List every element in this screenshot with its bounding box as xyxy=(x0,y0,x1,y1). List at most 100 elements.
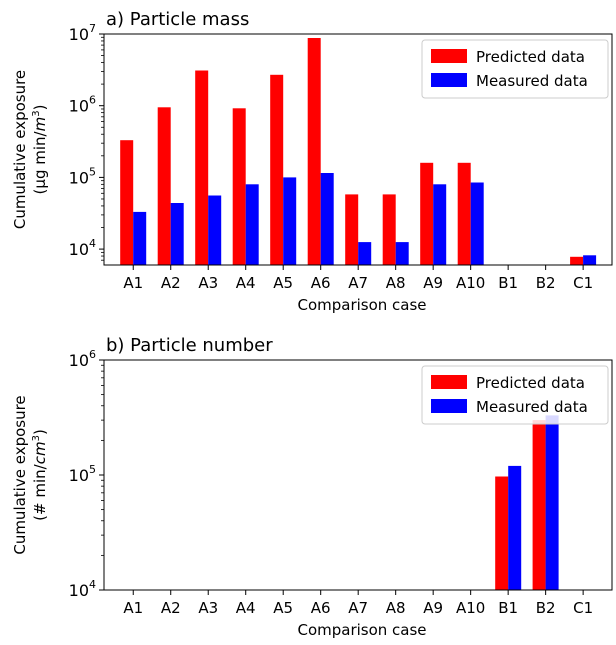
x-tick-label: A10 xyxy=(456,599,485,617)
bar-measured-a3 xyxy=(208,195,222,265)
y-axis-label-line1: Cumulative exposure xyxy=(11,395,29,554)
bar-predicted-a6 xyxy=(307,38,321,265)
bar-predicted-a4 xyxy=(232,108,246,265)
y-axis-label-part: ) xyxy=(31,429,49,435)
x-tick-label: A6 xyxy=(311,599,331,617)
y-tick-exponent: 6 xyxy=(89,348,96,361)
x-tick-label: A2 xyxy=(161,274,181,292)
y-tick-base: 10 xyxy=(69,168,89,187)
x-axis-label: Comparison case xyxy=(297,621,426,639)
bar-measured-a4 xyxy=(245,184,259,265)
y-tick-base: 10 xyxy=(69,25,89,44)
y-tick-label: 105 xyxy=(69,463,96,485)
x-tick-label: A1 xyxy=(123,274,143,292)
y-axis-label-part: m xyxy=(31,117,49,132)
x-tick-label: B1 xyxy=(498,274,518,292)
y-tick-exponent: 6 xyxy=(89,94,96,107)
bar-measured-a8 xyxy=(395,242,409,265)
y-axis-label-line1: Cumulative exposure xyxy=(11,70,29,229)
y-tick-label: 106 xyxy=(69,348,96,370)
y-tick-label: 107 xyxy=(69,22,96,44)
y-tick-exponent: 5 xyxy=(89,165,96,178)
y-tick-exponent: 5 xyxy=(89,463,96,476)
legend-swatch-predicted xyxy=(431,49,467,63)
x-tick-label: A1 xyxy=(123,599,143,617)
x-tick-label: A3 xyxy=(198,274,218,292)
x-tick-label: B2 xyxy=(536,274,556,292)
legend-swatch-predicted xyxy=(431,375,467,389)
x-tick-label: C1 xyxy=(573,599,593,617)
y-tick-label: 104 xyxy=(69,237,96,259)
bar-measured-a10 xyxy=(470,182,484,265)
bar-measured-b1 xyxy=(508,465,522,590)
x-axis-label: Comparison case xyxy=(297,296,426,314)
bar-predicted-a1 xyxy=(120,140,134,265)
legend-swatch-measured xyxy=(431,73,467,87)
y-tick-label: 106 xyxy=(69,94,96,116)
x-tick-label: A5 xyxy=(273,599,293,617)
y-axis-label-line2: (μg min/m3) xyxy=(31,105,49,195)
x-tick-label: A4 xyxy=(236,274,256,292)
legend-label-predicted: Predicted data xyxy=(476,48,585,66)
x-tick-label: A7 xyxy=(348,599,368,617)
legend-box xyxy=(421,365,609,425)
x-tick-label: C1 xyxy=(573,274,593,292)
bar-predicted-a9 xyxy=(420,162,434,265)
y-tick-base: 10 xyxy=(69,466,89,485)
bar-measured-a2 xyxy=(170,203,184,265)
x-tick-label: A9 xyxy=(423,599,443,617)
y-axis-label-part: cm xyxy=(31,441,49,464)
x-tick-label: A5 xyxy=(273,274,293,292)
y-axis-label-part: ) xyxy=(31,105,49,111)
bar-predicted-b1 xyxy=(495,476,509,590)
bar-predicted-a7 xyxy=(345,194,359,265)
bar-measured-a5 xyxy=(283,177,297,265)
bar-measured-a9 xyxy=(433,184,447,265)
y-axis-label-line2: (# min/cm3) xyxy=(31,429,49,521)
bar-measured-b2 xyxy=(545,415,559,590)
legend-box xyxy=(421,39,609,99)
x-tick-label: A6 xyxy=(311,274,331,292)
x-tick-label: A10 xyxy=(456,274,485,292)
y-tick-exponent: 4 xyxy=(89,578,96,591)
legend-label-measured: Measured data xyxy=(476,398,588,416)
bar-predicted-b2 xyxy=(532,420,546,590)
y-axis-label-part: (# min/ xyxy=(31,463,49,520)
bar-predicted-a8 xyxy=(382,194,396,265)
x-tick-label: A8 xyxy=(386,599,406,617)
y-axis-label-part: 3 xyxy=(31,435,42,441)
y-tick-label: 105 xyxy=(69,165,96,187)
x-tick-label: A8 xyxy=(386,274,406,292)
legend: Predicted data Measured data xyxy=(421,365,609,425)
bar-predicted-a10 xyxy=(457,162,471,265)
chart-title: b) Particle number xyxy=(106,335,273,356)
y-tick-base: 10 xyxy=(69,581,89,600)
x-tick-label: B2 xyxy=(536,599,556,617)
y-tick-base: 10 xyxy=(69,240,89,259)
bar-measured-a7 xyxy=(358,242,372,265)
y-tick-exponent: 4 xyxy=(89,237,96,250)
x-tick-label: A4 xyxy=(236,599,256,617)
y-tick-exponent: 7 xyxy=(89,22,96,35)
legend-label-measured: Measured data xyxy=(476,72,588,90)
y-axis-label-part: 3 xyxy=(31,110,42,116)
bar-predicted-c1 xyxy=(570,256,584,265)
chart-title: a) Particle mass xyxy=(106,9,249,30)
bar-measured-c1 xyxy=(583,255,597,265)
x-tick-label: A3 xyxy=(198,599,218,617)
y-tick-label: 104 xyxy=(69,578,96,600)
x-tick-label: A9 xyxy=(423,274,443,292)
y-tick-base: 10 xyxy=(69,351,89,370)
bar-measured-a1 xyxy=(133,211,147,265)
legend-swatch-measured xyxy=(431,399,467,413)
y-tick-base: 10 xyxy=(69,97,89,116)
x-tick-label: A7 xyxy=(348,274,368,292)
x-tick-label: A2 xyxy=(161,599,181,617)
bar-predicted-a3 xyxy=(195,70,209,265)
bar-predicted-a2 xyxy=(157,107,171,265)
bar-predicted-a5 xyxy=(270,74,284,265)
